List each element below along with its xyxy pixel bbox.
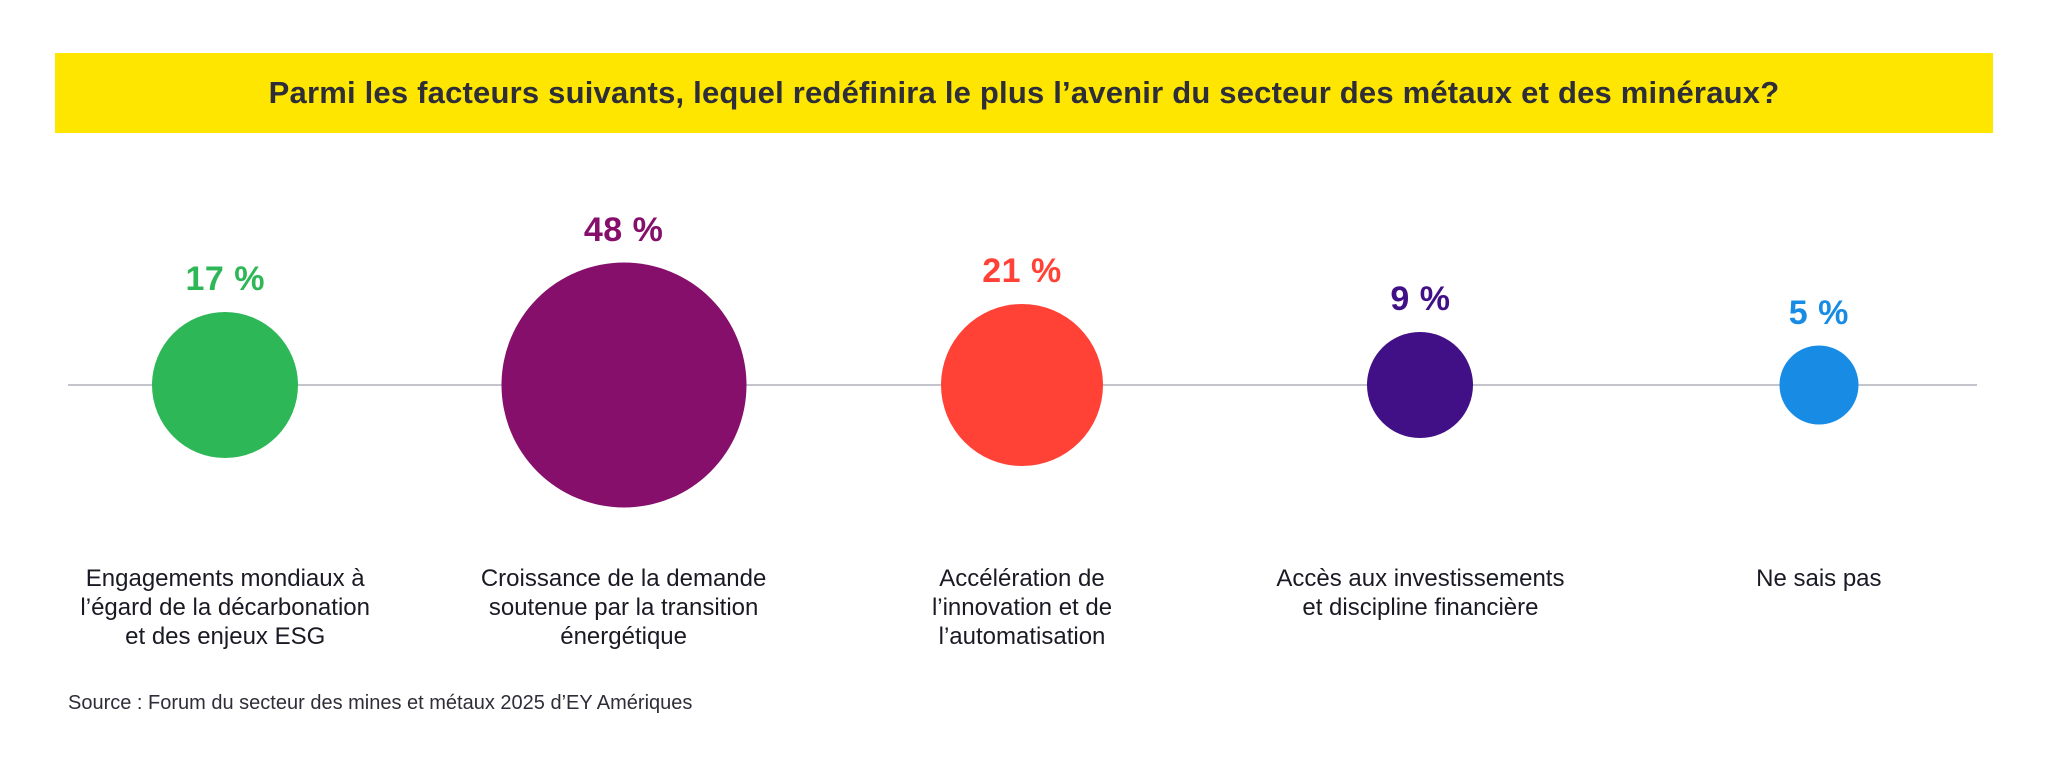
bubble-column: 21 % Accélération de l’innovation et de … <box>823 0 1221 768</box>
bubble-circle <box>1779 345 1859 425</box>
title-banner: Parmi les facteurs suivants, lequel redé… <box>55 53 1993 133</box>
source-note: Source : Forum du secteur des mines et m… <box>68 692 693 714</box>
bubble-circle <box>1367 332 1474 438</box>
bubble-category-label: Ne sais pas <box>1756 565 1882 592</box>
chart-title: Parmi les facteurs suivants, lequel redé… <box>268 75 1780 110</box>
bubble-column: 5 % Ne sais pas <box>1620 0 2018 768</box>
bubble-category-label: Croissance de la demande soutenue par la… <box>480 565 767 650</box>
bubble-category-label: Accès aux investissements et discipline … <box>1276 565 1565 621</box>
bubble-value-label: 9 % <box>1390 280 1451 318</box>
bubble-circle <box>152 312 299 458</box>
bubble-value-label: 17 % <box>185 260 265 298</box>
bubble-column: 17 % Engagements mondiaux à l’égard de l… <box>26 0 424 768</box>
bubble-circle <box>941 304 1104 466</box>
bubble-column: 9 % Accès aux investissements et discipl… <box>1221 0 1619 768</box>
bubble-column: 48 % Croissance de la demande soutenue p… <box>424 0 822 768</box>
bubble-category-label: Accélération de l’innovation et de l’aut… <box>931 565 1113 650</box>
bubble-category-label: Engagements mondiaux à l’égard de la déc… <box>80 565 370 650</box>
bubble-circle <box>501 262 747 508</box>
bubble-value-label: 48 % <box>583 210 664 249</box>
bubble-value-label: 5 % <box>1788 293 1849 332</box>
bubble-value-label: 21 % <box>982 252 1062 290</box>
bubble-chart: 17 % Engagements mondiaux à l’égard de l… <box>26 0 2018 768</box>
